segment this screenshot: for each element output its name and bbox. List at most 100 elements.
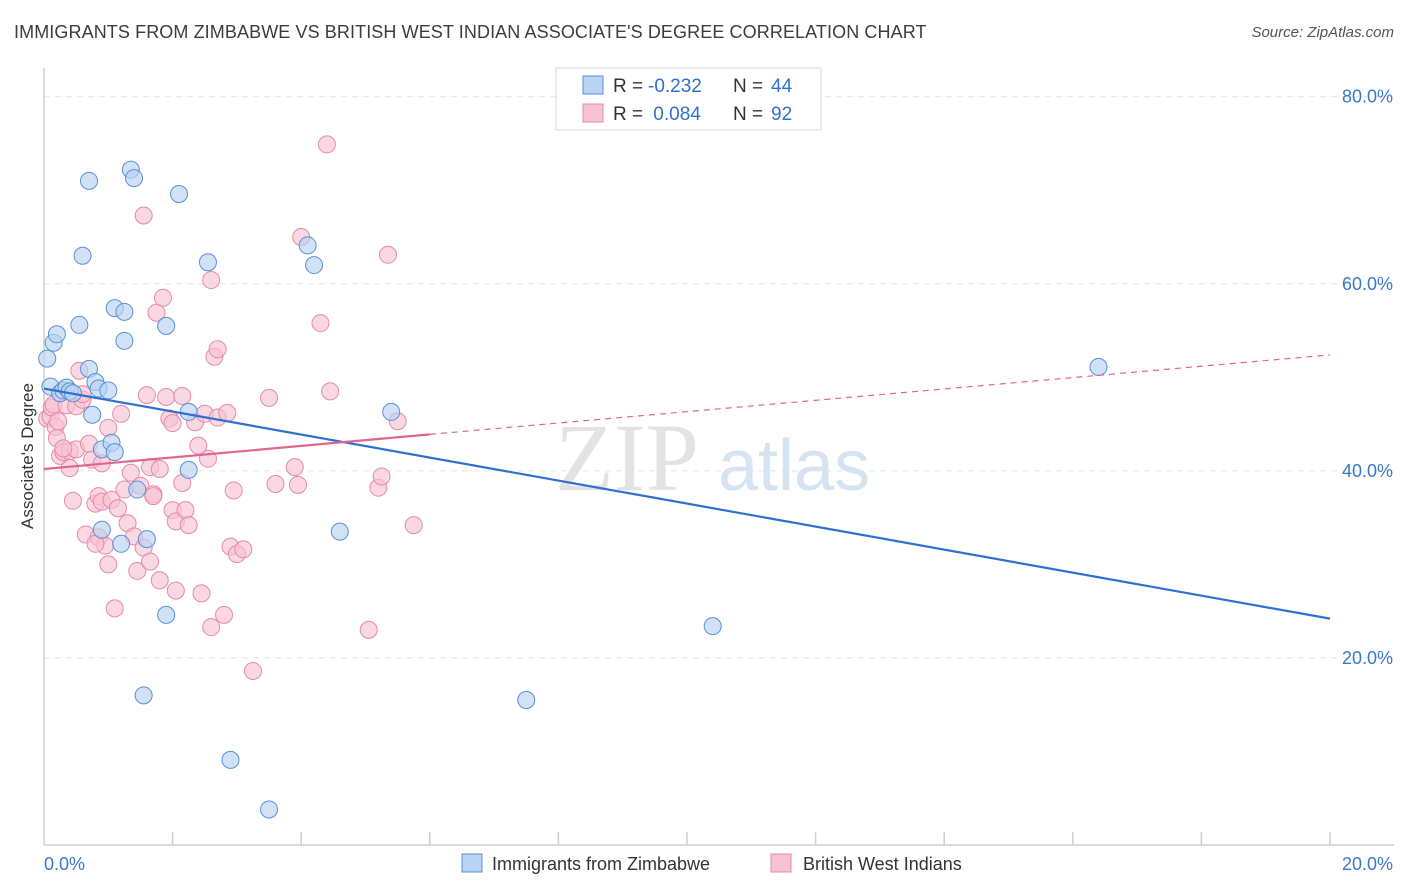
gridlines — [44, 96, 1394, 659]
data-point-zimbabwe — [1089, 358, 1108, 377]
data-point-zimbabwe — [137, 530, 156, 549]
bottom-legend-label-bwi: British West Indians — [803, 854, 962, 874]
data-point-british-west-indians — [372, 467, 391, 486]
data-point-zimbabwe — [703, 617, 722, 636]
data-point-british-west-indians — [166, 581, 185, 600]
bottom-legend-label-zimbabwe: Immigrants from Zimbabwe — [492, 854, 710, 874]
trend-line-bwi — [43, 433, 430, 471]
data-point-zimbabwe — [298, 236, 317, 255]
series-legend: Immigrants from Zimbabwe British West In… — [461, 853, 962, 874]
data-point-british-west-indians — [54, 439, 73, 458]
data-point-british-west-indians — [163, 414, 182, 433]
data-point-british-west-indians — [179, 516, 198, 535]
data-point-british-west-indians — [189, 436, 208, 455]
data-point-british-west-indians — [121, 463, 140, 482]
source-note: Source: ZipAtlas.com — [1251, 24, 1394, 41]
data-point-british-west-indians — [202, 271, 221, 290]
data-point-zimbabwe — [198, 253, 217, 272]
data-point-zimbabwe — [83, 405, 102, 424]
bottom-legend-swatch-zimbabwe — [461, 853, 483, 873]
watermark-zip: ZIP — [555, 404, 699, 511]
data-point-british-west-indians — [137, 386, 156, 405]
trend-line-bwi-extension — [429, 354, 1331, 435]
watermark: ZIP atlas — [555, 404, 870, 511]
data-point-british-west-indians — [260, 388, 279, 407]
legend-r-label-1: R = — [613, 76, 643, 97]
data-point-british-west-indians — [128, 561, 147, 580]
legend-n-label-1: N = — [733, 76, 763, 97]
trend-line-zimbabwe — [43, 387, 1331, 620]
data-point-zimbabwe — [134, 686, 153, 705]
series-zimbabwe-points — [38, 160, 1108, 819]
legend-n-label-2: N = — [733, 104, 763, 125]
data-point-british-west-indians — [202, 618, 221, 637]
legend-r-value-2: 0.084 — [648, 104, 701, 125]
data-point-british-west-indians — [234, 540, 253, 559]
watermark-atlas: atlas — [718, 426, 870, 506]
data-point-zimbabwe — [330, 522, 349, 541]
data-point-zimbabwe — [517, 691, 536, 710]
data-point-british-west-indians — [321, 382, 340, 401]
data-point-british-west-indians — [134, 206, 153, 225]
data-point-zimbabwe — [73, 246, 92, 265]
y-tick-label: 80.0% — [1342, 87, 1393, 107]
data-point-zimbabwe — [115, 331, 134, 350]
data-point-british-west-indians — [173, 387, 192, 406]
data-point-british-west-indians — [157, 387, 176, 406]
data-point-zimbabwe — [38, 349, 57, 368]
data-point-british-west-indians — [317, 135, 336, 154]
data-point-british-west-indians — [105, 599, 124, 618]
legend-n-value-2: 92 — [771, 104, 792, 125]
data-point-zimbabwe — [99, 381, 118, 400]
data-point-zimbabwe — [80, 171, 99, 190]
x-tick-label-min: 0.0% — [44, 854, 85, 874]
data-point-zimbabwe — [179, 460, 198, 479]
data-point-british-west-indians — [192, 584, 211, 603]
data-point-zimbabwe — [170, 184, 189, 203]
data-point-british-west-indians — [49, 412, 68, 431]
data-point-british-west-indians — [150, 571, 169, 590]
legend-n-value-1: 44 — [771, 76, 793, 97]
data-point-zimbabwe — [221, 750, 240, 769]
data-point-british-west-indians — [285, 458, 304, 477]
data-point-british-west-indians — [176, 501, 195, 520]
bottom-legend-swatch-bwi — [770, 853, 792, 873]
data-point-british-west-indians — [215, 605, 234, 624]
legend-swatch-zimbabwe — [582, 75, 604, 95]
data-point-zimbabwe — [115, 302, 134, 321]
data-point-zimbabwe — [70, 315, 89, 334]
data-point-zimbabwe — [128, 480, 147, 499]
data-point-zimbabwe — [125, 169, 144, 188]
y-tick-label: 20.0% — [1342, 648, 1393, 668]
data-point-zimbabwe — [92, 520, 111, 539]
data-point-british-west-indians — [108, 499, 127, 518]
data-point-zimbabwe — [305, 256, 324, 275]
data-point-british-west-indians — [311, 314, 330, 333]
data-point-british-west-indians — [153, 288, 172, 307]
y-axis-title: Associate's Degree — [18, 383, 37, 529]
data-point-british-west-indians — [379, 245, 398, 264]
stats-legend: R = -0.232 N = 44 R = 0.084 N = 92 — [555, 67, 822, 131]
data-point-british-west-indians — [147, 303, 166, 322]
data-point-zimbabwe — [105, 443, 124, 462]
data-point-british-west-indians — [359, 620, 378, 639]
y-tick-label: 40.0% — [1342, 461, 1393, 481]
data-point-british-west-indians — [141, 552, 160, 571]
y-axis-tick-labels: 20.0% 40.0% 60.0% 80.0% — [1342, 87, 1393, 668]
data-point-british-west-indians — [99, 418, 118, 437]
legend-r-label-2: R = — [613, 104, 643, 125]
data-point-british-west-indians — [63, 491, 82, 510]
y-tick-label: 60.0% — [1342, 274, 1393, 294]
data-point-zimbabwe — [112, 534, 131, 553]
data-point-british-west-indians — [150, 459, 169, 478]
legend-r-value-1: -0.232 — [648, 76, 702, 97]
data-point-british-west-indians — [224, 481, 243, 500]
trend-lines — [43, 354, 1331, 620]
data-point-british-west-indians — [218, 403, 237, 422]
data-point-zimbabwe — [157, 316, 176, 335]
data-point-zimbabwe — [382, 402, 401, 421]
legend-swatch-bwi — [582, 103, 604, 123]
data-point-zimbabwe — [47, 325, 66, 344]
data-point-british-west-indians — [99, 555, 118, 574]
